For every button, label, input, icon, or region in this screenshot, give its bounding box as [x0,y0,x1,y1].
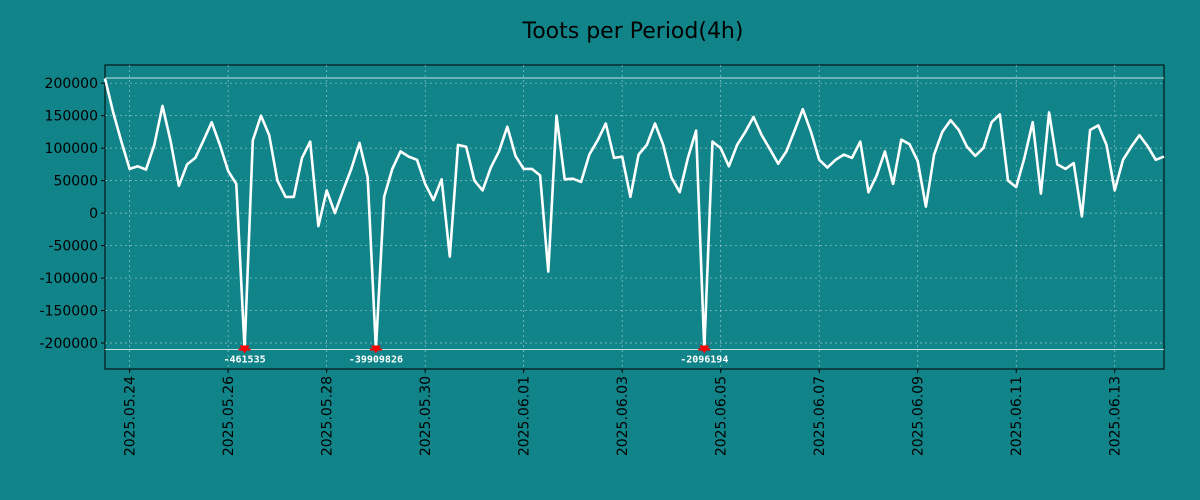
y-tick-label: 0 [89,206,98,222]
y-tick-label: 100000 [45,141,98,157]
x-tick-label: 2025.06.05 [714,376,730,456]
y-tick-label: -200000 [40,336,99,352]
x-tick-label: 2025.05.24 [123,376,139,456]
x-tick-label: 2025.06.13 [1108,376,1124,456]
y-tick-label: 50000 [53,174,98,190]
y-tick-label: 200000 [45,76,98,92]
x-tick-label: 2025.05.28 [320,376,336,456]
plot-area [104,64,1165,370]
grid-layer [105,65,1164,369]
series-layer [103,78,1165,351]
x-tick-label: 2025.06.07 [812,376,828,456]
x-tick-label: 2025.05.30 [418,376,434,456]
y-tick-label: -150000 [40,304,99,320]
annotation-label: -2096194 [680,355,728,366]
x-tick-label: 2025.06.09 [911,376,927,456]
annotation-label: -39909826 [349,355,403,366]
y-tick-label: 150000 [45,109,98,125]
chart-title: Toots per Period(4h) [522,19,744,44]
x-axis: 2025.05.24 2025.05.26 2025.05.28 2025.05.30… [123,369,1124,456]
x-tick-label: 2025.06.11 [1009,376,1025,456]
series-line [103,78,1165,351]
annotation-label: -461535 [223,355,265,366]
y-tick-label: -100000 [40,271,99,287]
x-tick-label: 2025.06.01 [517,376,533,456]
y-axis: 200000 150000 100000 50000 0 -50000 -100000 -15… [40,76,105,352]
x-tick-label: 2025.06.03 [615,376,631,456]
reference-lines [105,77,1164,350]
y-tick-label: -50000 [48,239,98,255]
marker-layer: -461535 -39909826 -2096194 [223,345,728,366]
x-tick-label: 2025.05.26 [221,376,237,456]
